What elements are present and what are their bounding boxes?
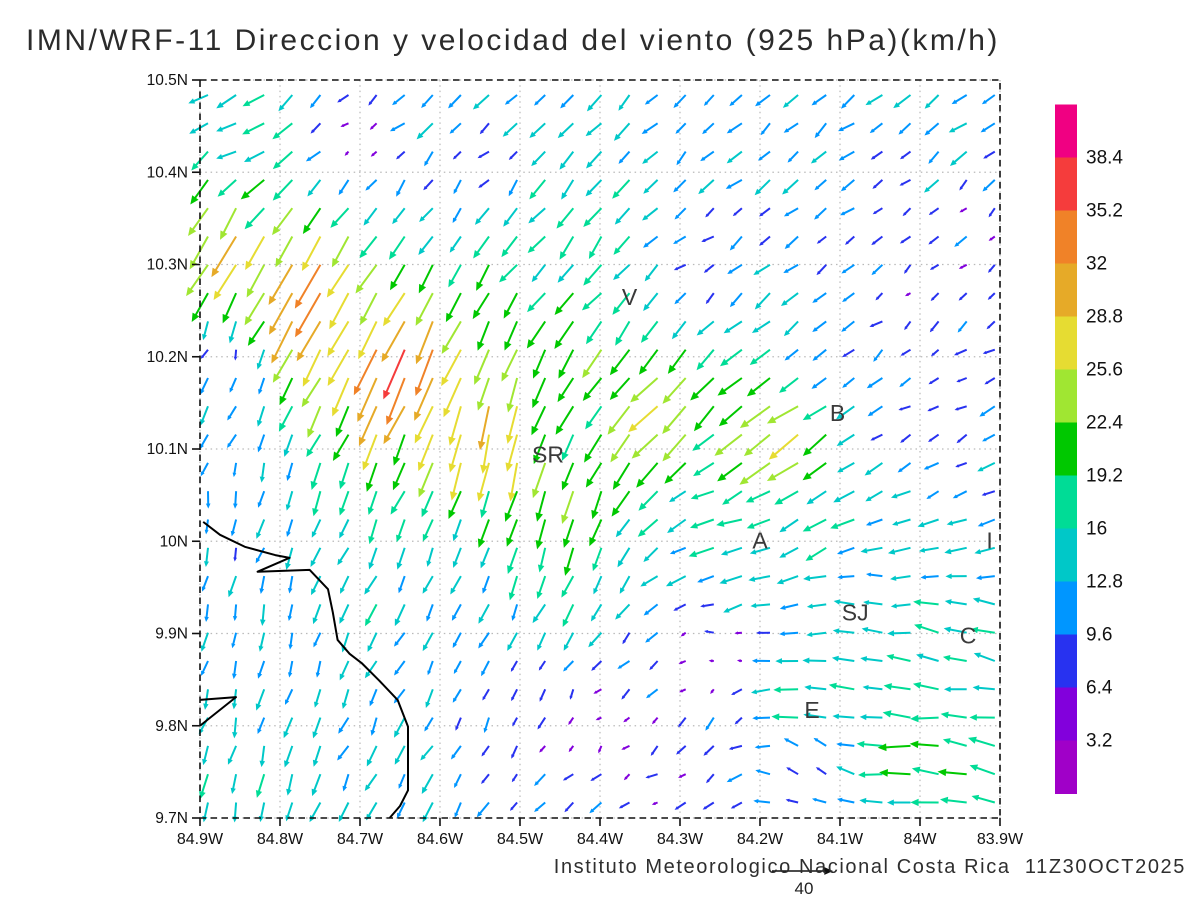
svg-text:25.6: 25.6 <box>1086 360 1123 381</box>
city-label-e: E <box>804 697 819 723</box>
svg-text:84W: 84W <box>904 831 938 848</box>
svg-text:28.8: 28.8 <box>1086 307 1123 328</box>
footer-caption: Instituto Meteorologico Nacional Costa R… <box>553 856 1186 878</box>
svg-text:10.4N: 10.4N <box>147 164 188 181</box>
svg-text:10.2N: 10.2N <box>147 349 188 366</box>
wind-arrows-layer <box>186 94 996 823</box>
svg-text:3.2: 3.2 <box>1086 731 1112 752</box>
reference-vector-label: 40 <box>795 879 814 898</box>
svg-text:83.9W: 83.9W <box>977 831 1024 848</box>
city-label-sr: SR <box>532 442 564 468</box>
gridlines <box>199 79 1001 819</box>
svg-text:10.1N: 10.1N <box>147 441 188 458</box>
city-label-sj: SJ <box>842 599 869 625</box>
colorbar <box>1055 104 1077 794</box>
svg-text:16: 16 <box>1086 519 1107 540</box>
svg-text:84.8W: 84.8W <box>257 831 304 848</box>
y-axis-labels: 10.5N 10.4N 10.3N 10.2N 10.1N 10N 9.9N 9.8N 9.7N <box>147 72 188 827</box>
city-label-b: B <box>830 400 845 426</box>
svg-text:84.5W: 84.5W <box>497 831 544 848</box>
colorbar-labels: 38.4 35.2 32 28.8 25.6 22.4 19.2 16 12.8 9.6 6.4 3.… <box>1086 148 1123 752</box>
city-label-i: I <box>986 527 992 553</box>
chart-title: IMN/WRF-11 Direccion y velocidad del vie… <box>26 24 1000 57</box>
svg-text:32: 32 <box>1086 254 1107 275</box>
svg-text:84.7W: 84.7W <box>337 831 384 848</box>
svg-text:84.9W: 84.9W <box>177 831 224 848</box>
svg-text:38.4: 38.4 <box>1086 148 1123 169</box>
plot-frame <box>199 79 1001 819</box>
svg-text:84.3W: 84.3W <box>657 831 704 848</box>
city-label-a: A <box>752 527 768 553</box>
axis-ticks <box>192 79 1001 826</box>
city-label-c: C <box>960 622 977 648</box>
x-axis-labels: 84.9W 84.8W 84.7W 84.6W 84.5W 84.4W 84.3W 84.2W… <box>177 831 1024 848</box>
svg-text:84.1W: 84.1W <box>817 831 864 848</box>
svg-text:10.5N: 10.5N <box>147 72 188 89</box>
svg-text:10.3N: 10.3N <box>147 257 188 274</box>
svg-text:22.4: 22.4 <box>1086 413 1123 434</box>
svg-text:9.9N: 9.9N <box>155 626 188 643</box>
svg-text:9.7N: 9.7N <box>155 810 188 827</box>
svg-text:9.8N: 9.8N <box>155 718 188 735</box>
svg-text:10N: 10N <box>160 533 188 550</box>
svg-text:84.2W: 84.2W <box>737 831 784 848</box>
city-label-v: V <box>622 284 638 310</box>
svg-text:84.6W: 84.6W <box>417 831 464 848</box>
coastline <box>199 521 409 819</box>
svg-text:12.8: 12.8 <box>1086 572 1123 593</box>
svg-text:6.4: 6.4 <box>1086 678 1113 699</box>
svg-text:19.2: 19.2 <box>1086 466 1123 487</box>
svg-text:84.4W: 84.4W <box>577 831 624 848</box>
svg-text:9.6: 9.6 <box>1086 625 1112 646</box>
reference-vector: 40 <box>772 867 833 898</box>
svg-text:35.2: 35.2 <box>1086 201 1123 222</box>
city-labels: V B SR A I SJ C E <box>532 284 993 723</box>
